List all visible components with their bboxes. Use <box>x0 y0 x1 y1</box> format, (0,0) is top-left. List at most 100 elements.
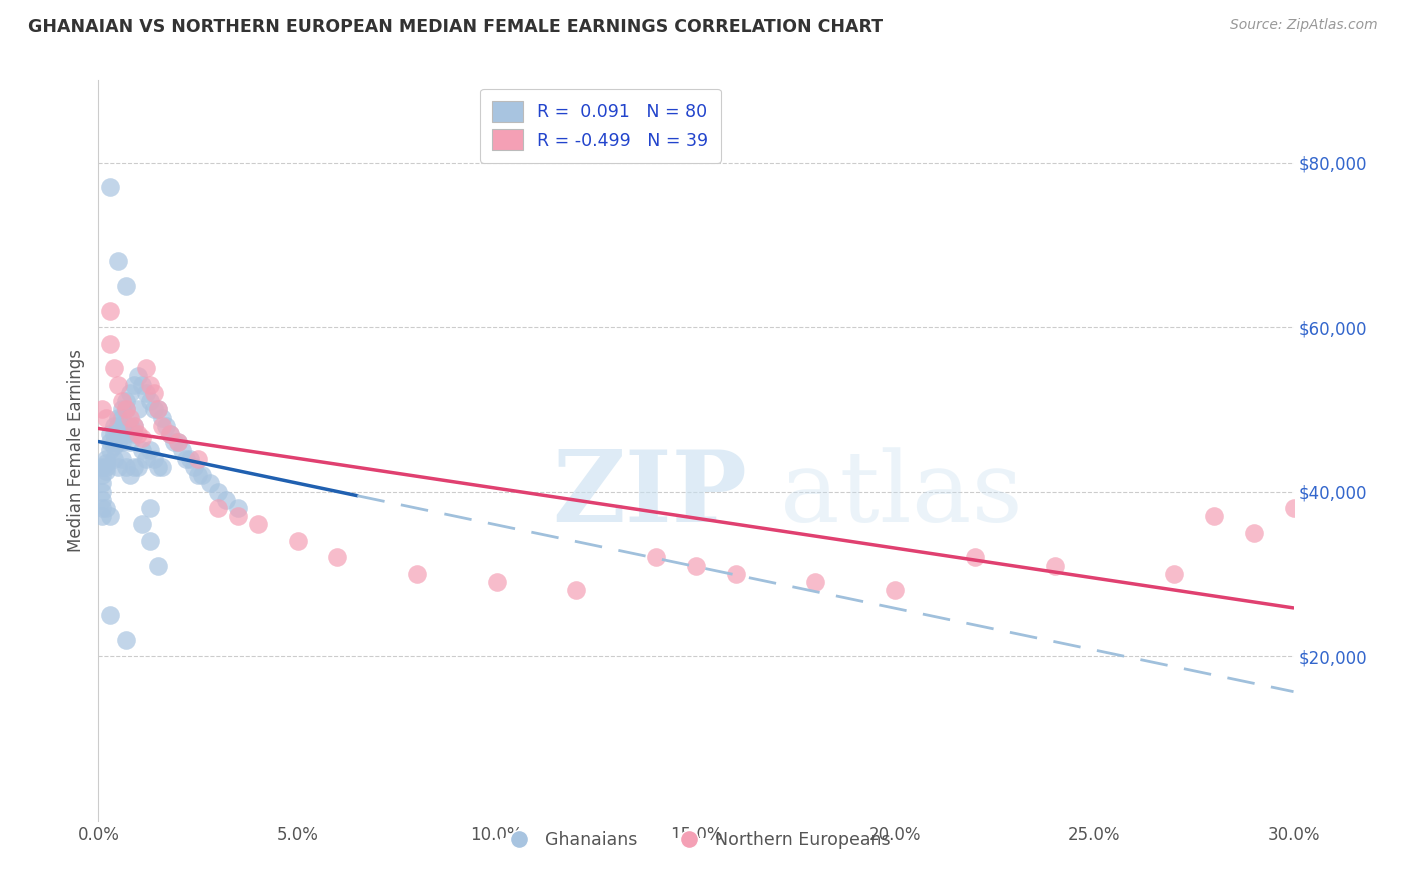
Point <box>111 435 134 450</box>
Point <box>167 435 190 450</box>
Point <box>191 468 214 483</box>
Point <box>98 443 122 458</box>
Point <box>207 484 229 499</box>
Point <box>406 566 429 581</box>
Point <box>150 418 173 433</box>
Point <box>143 451 166 466</box>
Point <box>565 583 588 598</box>
Point <box>103 451 125 466</box>
Point <box>103 439 125 453</box>
Point <box>107 377 129 392</box>
Point <box>107 435 129 450</box>
Point <box>98 180 122 194</box>
Point <box>127 402 149 417</box>
Point <box>98 336 122 351</box>
Point <box>287 533 309 548</box>
Legend: Ghanaians, Northern Europeans: Ghanaians, Northern Europeans <box>495 824 897 856</box>
Point <box>111 394 134 409</box>
Point <box>115 402 138 417</box>
Point <box>159 427 181 442</box>
Point <box>124 418 146 433</box>
Point <box>96 410 118 425</box>
Point <box>115 459 138 474</box>
Point <box>103 361 125 376</box>
Point <box>1202 509 1225 524</box>
Point <box>198 476 221 491</box>
Point <box>111 451 134 466</box>
Point <box>172 443 194 458</box>
Point <box>107 427 129 442</box>
Point <box>187 468 209 483</box>
Point <box>115 632 138 647</box>
Point <box>143 402 166 417</box>
Point <box>115 394 138 409</box>
Point <box>98 427 122 442</box>
Point <box>1282 501 1305 516</box>
Point <box>183 459 205 474</box>
Point <box>139 443 162 458</box>
Point <box>96 456 118 470</box>
Point <box>91 402 114 417</box>
Point <box>485 575 508 590</box>
Point <box>120 410 142 425</box>
Point <box>111 410 134 425</box>
Point <box>107 459 129 474</box>
Point <box>804 575 827 590</box>
Point <box>111 402 134 417</box>
Point <box>150 410 173 425</box>
Point <box>98 303 122 318</box>
Point <box>103 427 125 442</box>
Point <box>187 451 209 466</box>
Point <box>207 501 229 516</box>
Point <box>120 435 142 450</box>
Point <box>91 501 114 516</box>
Point <box>1243 525 1265 540</box>
Point <box>148 459 170 474</box>
Point <box>139 394 162 409</box>
Point <box>124 427 146 442</box>
Point <box>103 435 125 450</box>
Point <box>326 550 349 565</box>
Point <box>135 361 157 376</box>
Point <box>724 566 747 581</box>
Point <box>91 509 114 524</box>
Point <box>215 492 238 507</box>
Point <box>120 468 142 483</box>
Point <box>131 377 153 392</box>
Point <box>143 385 166 400</box>
Point <box>96 459 118 474</box>
Point <box>131 517 153 532</box>
Point <box>98 607 122 622</box>
Point <box>96 464 118 478</box>
Y-axis label: Median Female Earnings: Median Female Earnings <box>66 349 84 552</box>
Point <box>120 385 142 400</box>
Point <box>159 427 181 442</box>
Point <box>91 492 114 507</box>
Point <box>98 435 122 450</box>
Point <box>685 558 707 573</box>
Point <box>127 369 149 384</box>
Point <box>1043 558 1066 573</box>
Point <box>91 484 114 499</box>
Point <box>131 431 153 445</box>
Point <box>96 451 118 466</box>
Point <box>91 476 114 491</box>
Point <box>131 443 153 458</box>
Point <box>139 533 162 548</box>
Point <box>963 550 986 565</box>
Text: GHANAIAN VS NORTHERN EUROPEAN MEDIAN FEMALE EARNINGS CORRELATION CHART: GHANAIAN VS NORTHERN EUROPEAN MEDIAN FEM… <box>28 18 883 36</box>
Point <box>120 418 142 433</box>
Point <box>226 501 249 516</box>
Point <box>107 410 129 425</box>
Point <box>246 517 269 532</box>
Point <box>107 254 129 268</box>
Point <box>135 385 157 400</box>
Point <box>167 435 190 450</box>
Point <box>91 468 114 483</box>
Point <box>148 402 170 417</box>
Point <box>127 427 149 442</box>
Point <box>98 509 122 524</box>
Text: Source: ZipAtlas.com: Source: ZipAtlas.com <box>1230 18 1378 32</box>
Point <box>884 583 907 598</box>
Point <box>150 459 173 474</box>
